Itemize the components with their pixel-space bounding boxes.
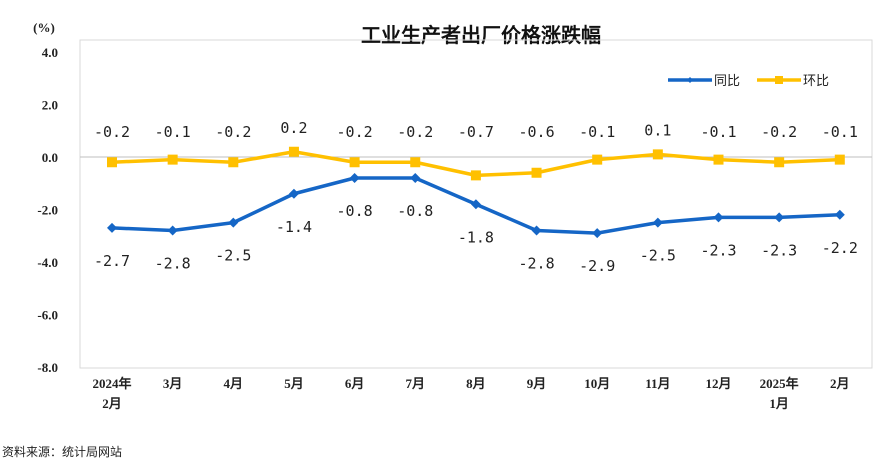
legend-marker bbox=[775, 76, 783, 84]
data-point bbox=[774, 212, 785, 223]
data-point bbox=[349, 157, 360, 168]
x-tick-label: 2024年 bbox=[92, 376, 131, 391]
data-label: -0.1 bbox=[579, 123, 615, 141]
data-point bbox=[834, 154, 845, 165]
data-label: -0.7 bbox=[458, 123, 494, 141]
data-point bbox=[410, 173, 421, 183]
legend-item: 同比 bbox=[668, 74, 740, 89]
data-label: -0.1 bbox=[155, 123, 191, 141]
legend-item: 环比 bbox=[757, 74, 829, 89]
data-label: -1.8 bbox=[458, 228, 494, 246]
x-tick-label: 4月 bbox=[224, 376, 244, 391]
y-tick-label: 0.0 bbox=[42, 150, 58, 165]
series-yoy: -2.7 -2.8 -2.5 -1.4 -0.8 -0.8 -1.8 -2.8 -2.9 -2.5… bbox=[94, 173, 858, 275]
data-point bbox=[288, 146, 299, 157]
data-label: -0.2 bbox=[94, 123, 130, 141]
data-point bbox=[834, 209, 845, 220]
plot-frame bbox=[79, 39, 873, 369]
chart-title: 工业生产者出厂价格涨跌幅 bbox=[361, 23, 601, 47]
data-point bbox=[107, 157, 117, 168]
data-point bbox=[592, 154, 603, 165]
x-tick-label: 3月 bbox=[163, 376, 183, 391]
data-point bbox=[167, 154, 178, 165]
data-label: -2.5 bbox=[640, 247, 676, 265]
data-label: -2.5 bbox=[215, 247, 251, 265]
data-label: -0.2 bbox=[337, 123, 373, 141]
data-label: -2.9 bbox=[579, 257, 615, 275]
legend-label: 环比 bbox=[803, 74, 829, 89]
y-tick-label: -8.0 bbox=[37, 360, 58, 375]
data-point bbox=[410, 157, 421, 168]
data-point bbox=[652, 217, 663, 228]
data-label: 0.1 bbox=[644, 121, 671, 139]
source-note: 资料来源：统计局网站 bbox=[2, 445, 122, 459]
y-tick-label: -2.0 bbox=[37, 203, 58, 218]
data-label: -0.8 bbox=[397, 202, 433, 220]
y-axis-label: (%) bbox=[33, 20, 55, 35]
x-tick-label: 9月 bbox=[527, 376, 547, 391]
data-point bbox=[774, 157, 785, 168]
data-point bbox=[228, 157, 239, 168]
data-point bbox=[470, 170, 481, 181]
data-label: -0.6 bbox=[518, 123, 554, 141]
data-label: -2.3 bbox=[700, 241, 736, 259]
x-tick-label: 2025年 bbox=[760, 376, 799, 391]
data-point bbox=[107, 222, 117, 233]
data-point bbox=[470, 199, 481, 210]
y-tick-label: 2.0 bbox=[42, 98, 58, 113]
x-tick-label: 12月 bbox=[705, 376, 731, 391]
data-point bbox=[713, 154, 724, 165]
data-label: -2.8 bbox=[518, 255, 554, 273]
y-tick-label: -6.0 bbox=[37, 308, 58, 323]
data-point bbox=[531, 225, 542, 236]
x-tick-label: 1月 bbox=[769, 396, 789, 411]
legend: 同比 环比 bbox=[668, 74, 829, 89]
data-label: -2.3 bbox=[761, 241, 797, 259]
series-mom: -0.2 -0.1 -0.2 0.2 -0.2 -0.2 -0.7 -0.6 -0.1 0.1 -0… bbox=[94, 119, 858, 181]
data-point bbox=[592, 228, 603, 239]
data-label: -0.8 bbox=[337, 202, 373, 220]
data-label: -2.8 bbox=[155, 255, 191, 273]
data-point bbox=[349, 173, 360, 183]
data-point bbox=[531, 167, 542, 178]
x-tick-label: 2月 bbox=[830, 376, 850, 391]
x-tick-label: 11月 bbox=[645, 376, 670, 391]
data-point bbox=[288, 188, 299, 199]
data-point bbox=[652, 149, 663, 160]
legend-label: 同比 bbox=[714, 74, 740, 89]
data-label: -0.2 bbox=[215, 123, 251, 141]
y-tick-label: 4.0 bbox=[42, 45, 58, 60]
data-label: 0.2 bbox=[280, 119, 307, 137]
data-label: -0.1 bbox=[700, 123, 736, 141]
data-point bbox=[713, 212, 724, 223]
data-label: -1.4 bbox=[276, 218, 312, 236]
legend-marker bbox=[687, 77, 693, 83]
data-label: -2.2 bbox=[822, 239, 858, 257]
x-tick-label: 7月 bbox=[405, 376, 425, 391]
data-label: -2.7 bbox=[94, 252, 130, 270]
x-tick-label: 8月 bbox=[466, 376, 486, 391]
x-tick-label: 2月 bbox=[102, 396, 122, 411]
x-tick-label: 6月 bbox=[345, 376, 365, 391]
data-point bbox=[228, 217, 239, 228]
data-label: -0.2 bbox=[761, 123, 797, 141]
x-tick-label: 10月 bbox=[584, 376, 610, 391]
y-tick-label: -4.0 bbox=[37, 255, 58, 270]
data-label: -0.1 bbox=[822, 123, 858, 141]
data-point bbox=[167, 225, 178, 236]
data-label: -0.2 bbox=[397, 123, 433, 141]
x-tick-label: 5月 bbox=[284, 376, 304, 391]
